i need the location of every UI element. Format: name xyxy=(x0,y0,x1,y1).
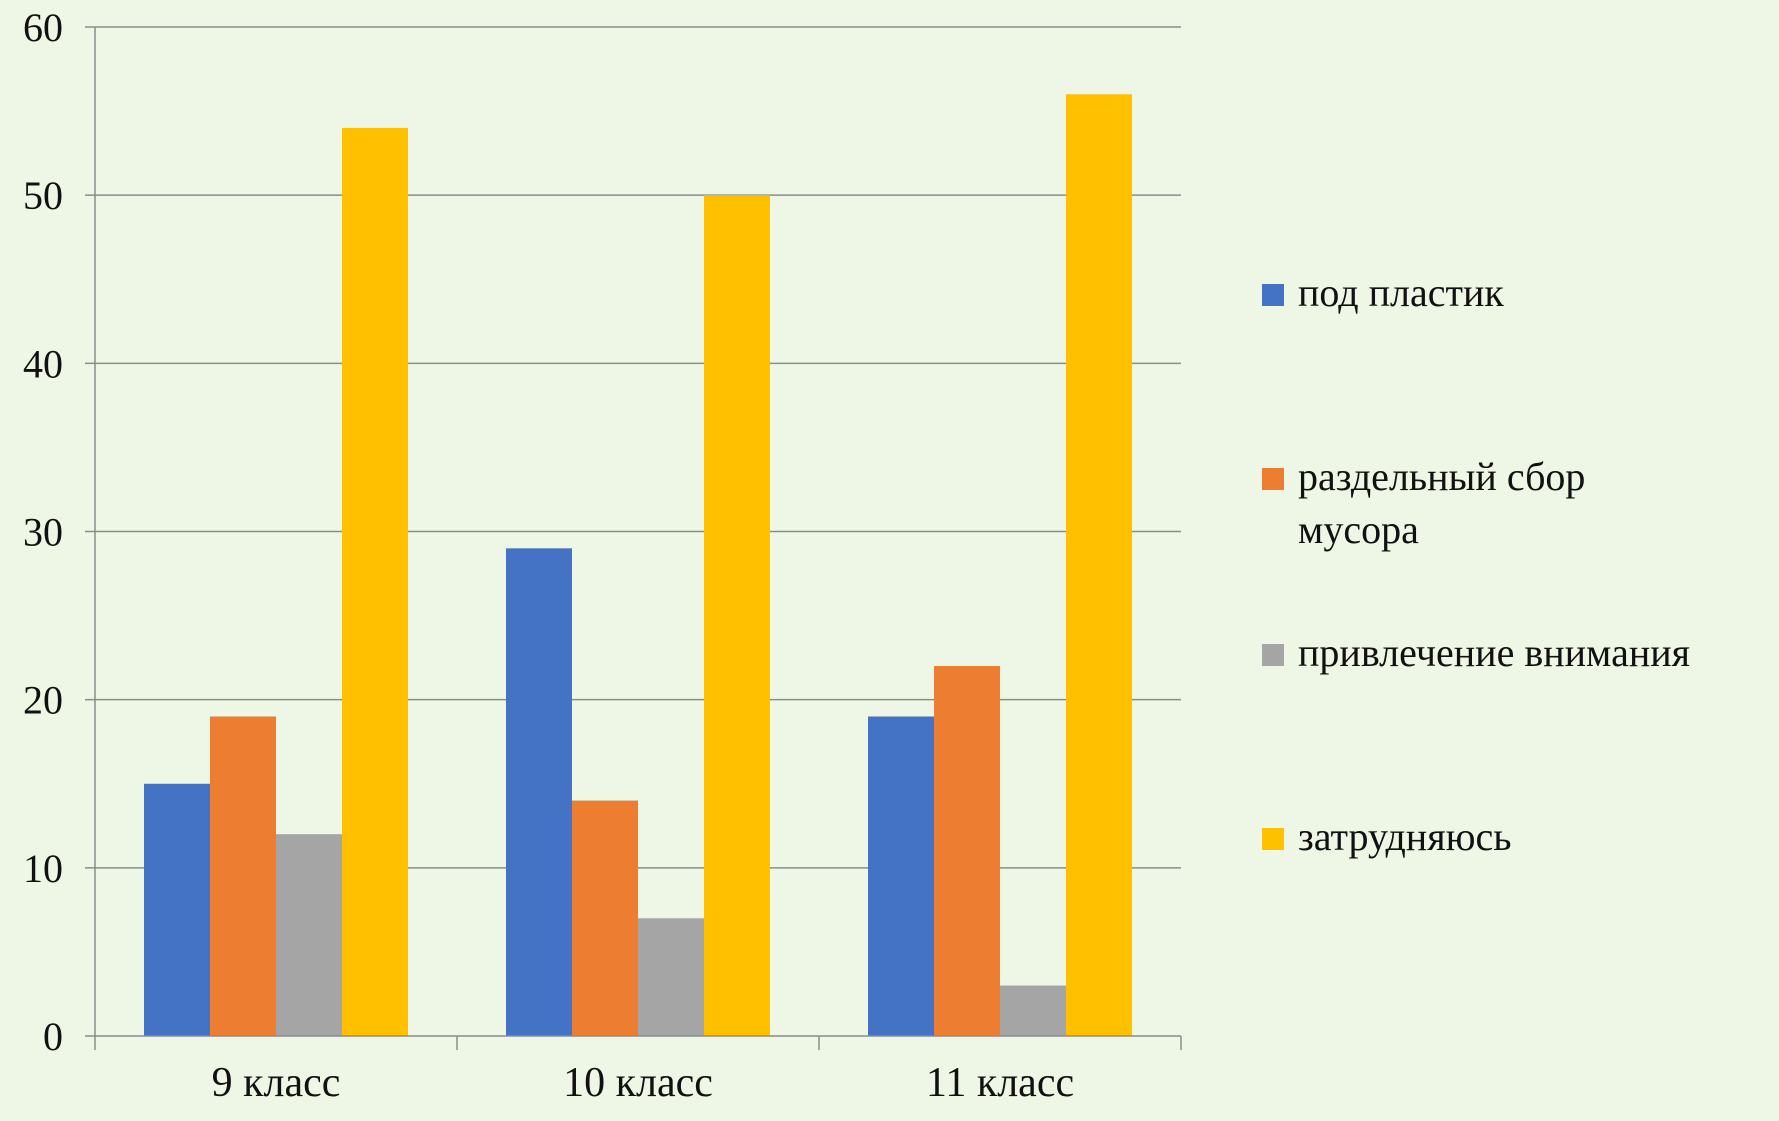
axes: 0 10 20 30 40 50 60 9 класс 10 класс 11 класс xyxy=(23,5,1182,1106)
bar xyxy=(506,548,572,1036)
x-tick-label: 10 класс xyxy=(563,1060,713,1106)
y-tick-label: 20 xyxy=(23,678,63,723)
legend: под пластик раздельный сбор мусора привлече… xyxy=(1262,270,1690,859)
x-tick-label: 9 класс xyxy=(212,1060,341,1106)
y-tick-label: 10 xyxy=(23,846,63,891)
bars xyxy=(144,94,1132,1037)
bar xyxy=(934,666,1000,1036)
x-tick-label: 11 класс xyxy=(926,1060,1074,1106)
bar xyxy=(572,800,638,1036)
bar xyxy=(638,918,704,1036)
legend-label: привлечение внимания xyxy=(1298,630,1690,675)
legend-label: мусора xyxy=(1298,507,1419,552)
bar xyxy=(1000,985,1066,1036)
bar xyxy=(276,834,342,1036)
legend-swatch xyxy=(1262,644,1284,666)
legend-swatch xyxy=(1262,468,1284,490)
bar xyxy=(1066,94,1132,1037)
legend-swatch xyxy=(1262,284,1284,306)
legend-label: под пластик xyxy=(1298,270,1504,315)
bar xyxy=(342,127,408,1036)
bar xyxy=(868,716,934,1036)
bar xyxy=(144,783,210,1036)
y-tick-label: 60 xyxy=(23,5,63,50)
y-tick-label: 40 xyxy=(23,341,63,386)
bar xyxy=(210,716,276,1036)
bar xyxy=(704,195,770,1036)
y-tick-label: 50 xyxy=(23,173,63,218)
y-tick-label: 0 xyxy=(43,1014,63,1059)
legend-label: раздельный сбор xyxy=(1298,454,1585,499)
legend-swatch xyxy=(1262,828,1284,850)
y-tick-label: 30 xyxy=(23,510,63,555)
legend-label: затрудняюсь xyxy=(1298,814,1511,859)
